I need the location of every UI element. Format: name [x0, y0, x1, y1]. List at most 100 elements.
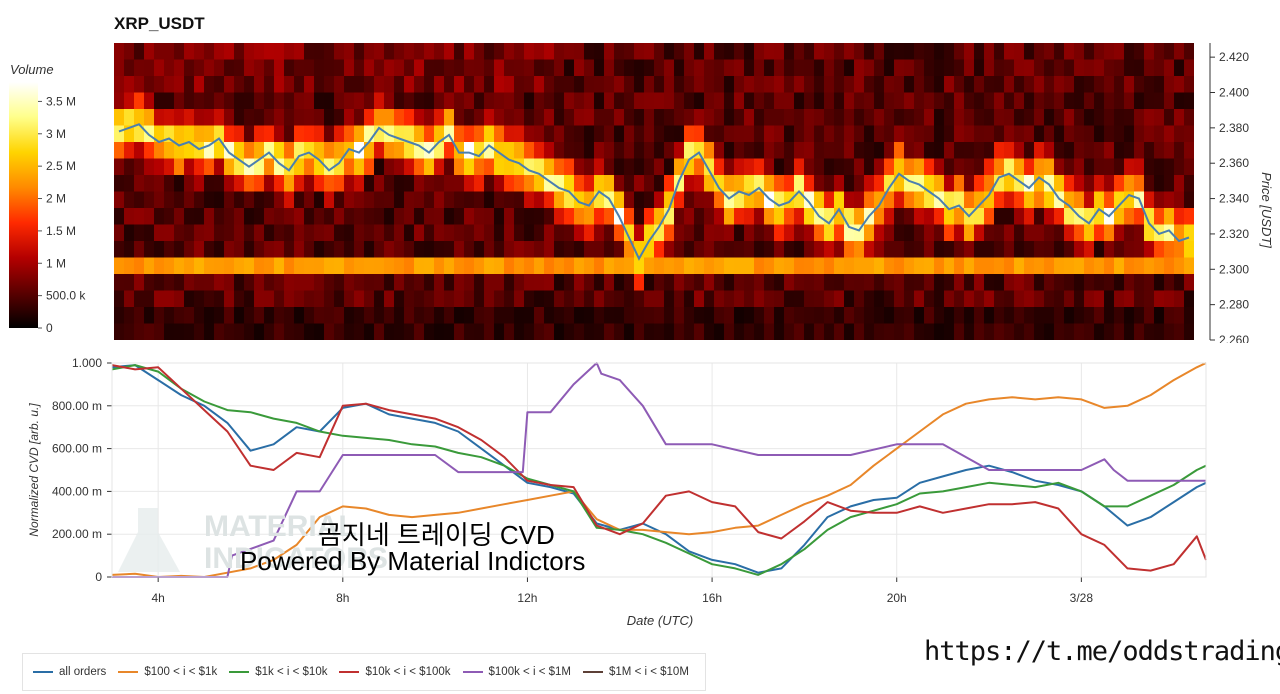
heatmap-cell	[584, 109, 595, 127]
heatmap-cell	[604, 125, 615, 143]
legend-item[interactable]: $10k < i < $100k	[339, 666, 451, 678]
heatmap-cell	[144, 158, 155, 176]
heatmap-cell	[984, 43, 995, 61]
heatmap-cell	[1184, 76, 1194, 94]
heatmap-cell	[344, 290, 355, 308]
heatmap-cell	[704, 109, 715, 127]
heatmap-cell	[744, 43, 755, 61]
heatmap-cell	[484, 59, 495, 77]
heatmap-cell	[574, 224, 585, 242]
heatmap-cell	[454, 142, 465, 160]
heatmap-cell	[864, 191, 875, 209]
heatmap-cell	[544, 257, 555, 275]
heatmap-cell	[1034, 76, 1045, 94]
legend-item[interactable]: $1M < i < $10M	[583, 666, 689, 678]
heatmap-cell	[774, 191, 785, 209]
heatmap-cell	[824, 43, 835, 61]
heatmap-cell	[894, 175, 905, 193]
heatmap-cell	[1104, 175, 1115, 193]
heatmap-cell	[554, 109, 565, 127]
legend-item[interactable]: $100k < i < $1M	[462, 666, 571, 678]
heatmap-cell	[584, 92, 595, 110]
heatmap-cell	[954, 307, 965, 325]
heatmap-cell	[684, 125, 695, 143]
chart-title: XRP_USDT	[114, 14, 205, 33]
heatmap-cell	[224, 208, 235, 226]
heatmap-cell	[1144, 307, 1155, 325]
heatmap-cell	[644, 290, 655, 308]
heatmap-cell	[1134, 274, 1145, 292]
heatmap-cell	[714, 290, 725, 308]
heatmap-cell	[1064, 43, 1075, 61]
heatmap-cell	[184, 224, 195, 242]
heatmap-cell	[394, 208, 405, 226]
heatmap-cell	[494, 109, 505, 127]
heatmap-cell	[1084, 125, 1095, 143]
heatmap-cell	[844, 92, 855, 110]
heatmap-cell	[494, 92, 505, 110]
heatmap-cell	[304, 142, 315, 160]
heatmap-cell	[354, 307, 365, 325]
heatmap-cell	[734, 76, 745, 94]
heatmap-cell	[694, 241, 705, 259]
heatmap-cell	[634, 59, 645, 77]
heatmap-cell	[564, 290, 575, 308]
heatmap-cell	[794, 59, 805, 77]
heatmap-cell	[354, 191, 365, 209]
heatmap-cell	[1064, 158, 1075, 176]
legend-swatch	[33, 671, 53, 673]
heatmap-cell	[204, 290, 215, 308]
heatmap-cell	[394, 224, 405, 242]
heatmap-cell	[224, 109, 235, 127]
heatmap-cell	[874, 323, 885, 340]
telegram-link[interactable]: https://t.me/oddstrading2	[924, 636, 1280, 667]
heatmap-cell	[644, 257, 655, 275]
heatmap-cell	[754, 92, 765, 110]
heatmap-cell	[964, 43, 975, 61]
heatmap-cell	[734, 191, 745, 209]
heatmap-cell	[844, 142, 855, 160]
heatmap-cell	[724, 158, 735, 176]
heatmap-cell	[1014, 257, 1025, 275]
heatmap-cell	[124, 274, 135, 292]
heatmap-cell	[1134, 142, 1145, 160]
heatmap-cell	[1144, 43, 1155, 61]
heatmap-cell	[1024, 59, 1035, 77]
heatmap-cell	[504, 274, 515, 292]
y-tick-label: 400.00 m	[52, 484, 102, 498]
heatmap-cell	[1174, 307, 1185, 325]
heatmap-cell	[424, 109, 435, 127]
heatmap-cell	[174, 241, 185, 259]
legend-item[interactable]: all orders	[33, 666, 106, 678]
heatmap-cell	[174, 307, 185, 325]
heatmap-cell	[384, 59, 395, 77]
heatmap-cell	[394, 307, 405, 325]
heatmap-cell	[824, 224, 835, 242]
heatmap-cell	[214, 323, 225, 340]
heatmap-cell	[474, 43, 485, 61]
heatmap-cell	[884, 208, 895, 226]
legend-item[interactable]: $100 < i < $1k	[118, 666, 217, 678]
heatmap-cell	[654, 257, 665, 275]
heatmap-cell	[1164, 257, 1175, 275]
heatmap-cell	[534, 191, 545, 209]
heatmap-cell	[134, 43, 145, 61]
heatmap-cell	[254, 290, 265, 308]
heatmap-cell	[414, 142, 425, 160]
heatmap-cell	[254, 307, 265, 325]
heatmap-cell	[634, 323, 645, 340]
heatmap-cell	[274, 76, 285, 94]
heatmap-cell	[904, 142, 915, 160]
heatmap-cell	[634, 241, 645, 259]
heatmap-cell	[1174, 109, 1185, 127]
heatmap-cell	[854, 92, 865, 110]
heatmap-cell	[634, 76, 645, 94]
heatmap-cell	[604, 307, 615, 325]
heatmap-cell	[604, 43, 615, 61]
heatmap-cell	[184, 241, 195, 259]
heatmap-cell	[144, 76, 155, 94]
heatmap-cell	[944, 92, 955, 110]
legend-item[interactable]: $1k < i < $10k	[229, 666, 327, 678]
heatmap-cell	[1014, 175, 1025, 193]
heatmap-cell	[904, 43, 915, 61]
